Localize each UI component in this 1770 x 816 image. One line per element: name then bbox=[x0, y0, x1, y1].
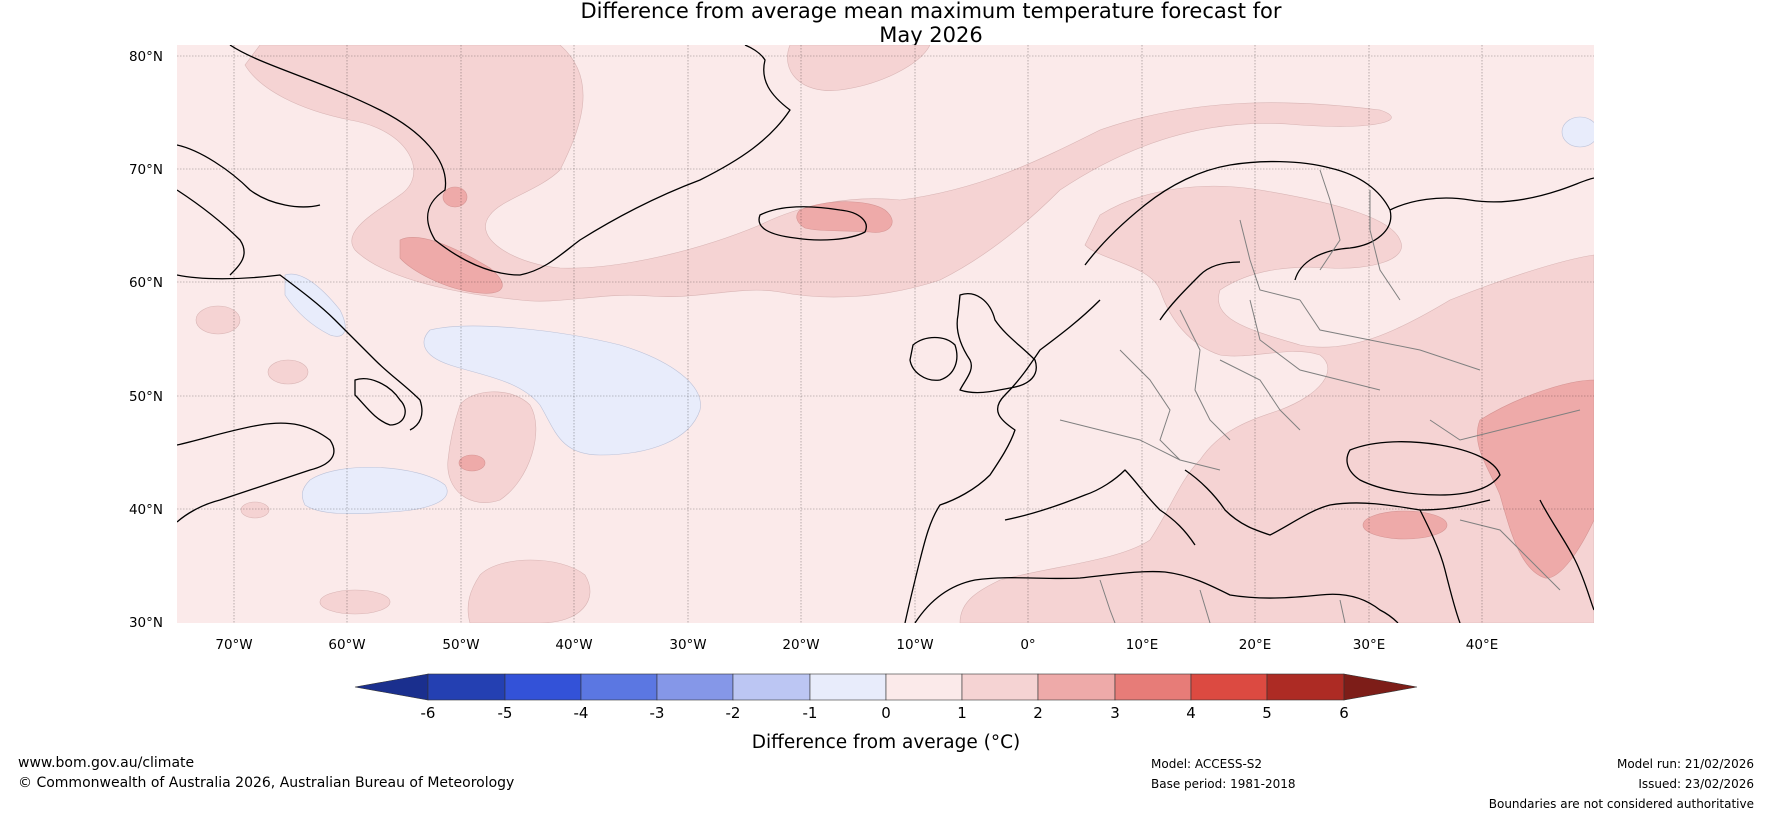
anomaly-region-caucasus bbox=[1476, 379, 1594, 579]
footer-website: www.bom.gov.au/climate bbox=[18, 755, 195, 771]
colorbar-swatch bbox=[885, 673, 963, 701]
anomaly-region-cool-atlantic bbox=[423, 325, 701, 456]
national-borders bbox=[1059, 169, 1581, 623]
colorbar-tick: 4 bbox=[1186, 704, 1196, 722]
coastline-north-africa bbox=[914, 570, 1399, 623]
colorbar-tick: 1 bbox=[957, 704, 967, 722]
lat-label-60n: 60°N bbox=[129, 275, 163, 291]
lon-label-30e: 30°E bbox=[1353, 637, 1385, 653]
anomaly-region-atlantic-b bbox=[467, 559, 591, 623]
footer-disclaimer: Boundaries are not considered authoritat… bbox=[1488, 797, 1754, 811]
lon-label-10e: 10°E bbox=[1126, 637, 1158, 653]
colorbar-tick: -3 bbox=[650, 704, 665, 722]
anomaly-region-small bbox=[240, 501, 270, 519]
lon-label-40w: 40°W bbox=[555, 637, 592, 653]
coastline-newfoundland bbox=[354, 378, 406, 426]
graticule bbox=[177, 45, 1594, 623]
colorbar-tick: 6 bbox=[1339, 704, 1349, 722]
colorbar-tick: -2 bbox=[726, 704, 741, 722]
footer-copyright: © Commonwealth of Australia 2026, Austra… bbox=[18, 775, 515, 791]
coastline-iceland bbox=[758, 206, 867, 241]
colorbar-swatch bbox=[1037, 673, 1116, 701]
title-line-1: Difference from average mean maximum tem… bbox=[580, 0, 1282, 23]
anomaly-region-newfoundland bbox=[267, 359, 309, 385]
footer-model: Model: ACCESS-S2 bbox=[1151, 757, 1263, 771]
colorbar-swatch bbox=[732, 673, 811, 701]
lon-label-40e: 40°E bbox=[1466, 637, 1498, 653]
colorbar-tick: 0 bbox=[881, 704, 891, 722]
colorbar-swatch bbox=[656, 673, 734, 701]
colorbar-label: Difference from average (°C) bbox=[752, 732, 1020, 753]
longitude-labels: 70°W 60°W 50°W 40°W 30°W 20°W 10°W 0° 10… bbox=[215, 637, 1498, 653]
colorbar: -6 -5 -4 -3 -2 -1 0 1 2 3 4 5 6 Differen… bbox=[354, 673, 1418, 753]
coastline-russia-north bbox=[1389, 177, 1594, 211]
anomaly-region-greenland-small bbox=[442, 186, 468, 208]
colorbar-swatch bbox=[1266, 673, 1345, 701]
colorbar-tick: -5 bbox=[498, 704, 513, 722]
anomaly-region-turkey bbox=[1362, 510, 1448, 540]
coastlines bbox=[177, 45, 1594, 623]
footer-issued: Issued: 23/02/2026 bbox=[1638, 777, 1754, 791]
anomaly-region-cool-arctic bbox=[1561, 116, 1594, 148]
coastline-scandinavia bbox=[1084, 160, 1392, 321]
anomaly-region-greenland bbox=[244, 45, 1392, 302]
anomaly-region-labrador bbox=[195, 305, 241, 335]
colorbar-tick-labels: -6 -5 -4 -3 -2 -1 0 1 2 3 4 5 6 bbox=[421, 704, 1349, 722]
anomaly-region-iceland bbox=[796, 201, 893, 233]
coastline-greenland bbox=[229, 45, 791, 276]
lon-label-20e: 20°E bbox=[1239, 637, 1271, 653]
colorbar-extend-low bbox=[354, 673, 429, 701]
colorbar-tick: 2 bbox=[1033, 704, 1043, 722]
anomaly-region-europe bbox=[959, 185, 1594, 623]
coastline-western-europe bbox=[904, 299, 1101, 623]
footer-model-run: Model run: 21/02/2026 bbox=[1616, 757, 1754, 771]
lon-label-30w: 30°W bbox=[669, 637, 706, 653]
coastline-great-britain bbox=[956, 293, 1037, 394]
colorbar-swatch bbox=[1114, 673, 1192, 701]
lon-label-20w: 20°W bbox=[782, 637, 819, 653]
colorbar-swatch bbox=[427, 673, 506, 701]
coastline-labrador bbox=[177, 274, 423, 431]
colorbar-tick: -6 bbox=[421, 704, 436, 722]
colorbar-tick: -1 bbox=[803, 704, 818, 722]
colorbar-tick: 5 bbox=[1262, 704, 1272, 722]
lon-label-10w: 10°W bbox=[896, 637, 933, 653]
coastline-canada-arctic bbox=[177, 144, 321, 276]
coastline-maritimes bbox=[177, 422, 335, 523]
colorbar-tick: 3 bbox=[1110, 704, 1120, 722]
lon-label-60w: 60°W bbox=[328, 637, 365, 653]
lat-label-30n: 30°N bbox=[129, 615, 163, 631]
colorbar-swatch bbox=[504, 673, 582, 701]
colorbar-extend-high bbox=[1343, 673, 1418, 701]
anomaly-region-atlantic-a bbox=[447, 391, 537, 503]
anomaly-region-atlantic-small bbox=[458, 454, 486, 472]
map-plot-area bbox=[177, 45, 1594, 623]
colorbar-swatch bbox=[809, 673, 887, 701]
coastline-ireland bbox=[909, 336, 958, 381]
colorbar-swatch bbox=[580, 673, 658, 701]
lon-label-0: 0° bbox=[1020, 637, 1035, 653]
coastline-mediterranean bbox=[1004, 469, 1491, 546]
lat-label-40n: 40°N bbox=[129, 502, 163, 518]
colorbar-swatch bbox=[961, 673, 1039, 701]
anomaly-region-nova-scotia bbox=[319, 589, 391, 615]
lat-label-70n: 70°N bbox=[129, 162, 163, 178]
lon-label-50w: 50°W bbox=[442, 637, 479, 653]
anomaly-region-arctic bbox=[787, 45, 931, 91]
latitude-labels: 80°N 70°N 60°N 50°N 40°N 30°N bbox=[129, 49, 163, 631]
title-line-2: May 2026 bbox=[879, 23, 983, 47]
lat-label-80n: 80°N bbox=[129, 49, 163, 65]
coastline-middle-east bbox=[1419, 499, 1594, 623]
coastline-black-sea bbox=[1346, 441, 1501, 496]
map-title: Difference from average mean maximum tem… bbox=[0, 0, 1770, 47]
colorbar-swatch bbox=[1190, 673, 1268, 701]
lon-label-70w: 70°W bbox=[215, 637, 252, 653]
anomaly-region-cool-newfoundland bbox=[301, 467, 448, 515]
footer-base-period: Base period: 1981-2018 bbox=[1151, 777, 1296, 791]
colorbar-tick: -4 bbox=[574, 704, 589, 722]
lat-label-50n: 50°N bbox=[129, 389, 163, 405]
